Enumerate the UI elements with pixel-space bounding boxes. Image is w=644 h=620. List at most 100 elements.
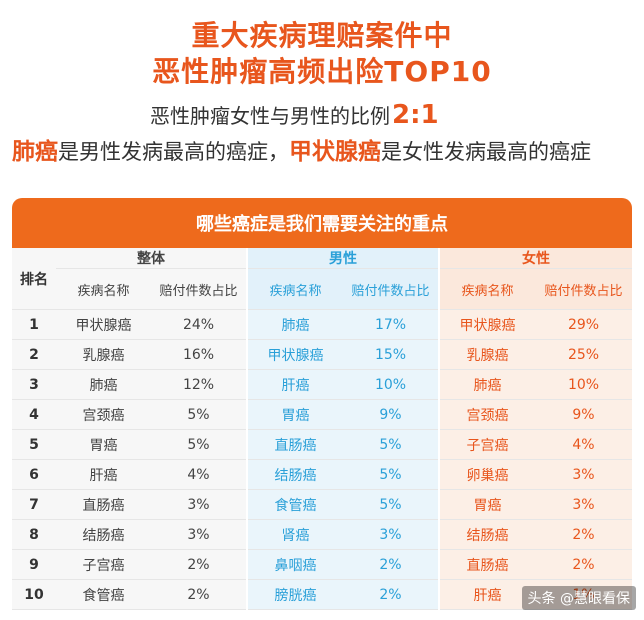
overall-share-cell: 24% bbox=[151, 309, 247, 340]
overall-share-cell: 3% bbox=[151, 489, 247, 520]
overall-disease-cell: 结肠癌 bbox=[56, 519, 151, 550]
subtitle-part-2: 是女性发病最高的癌症 bbox=[381, 140, 591, 164]
rank-cell: 7 bbox=[12, 489, 56, 520]
female-share-cell: 3% bbox=[535, 489, 632, 520]
overall-disease-cell: 肺癌 bbox=[56, 369, 151, 400]
cancer-ranking-table: 排名 整体 男性 女性 疾病名称 赔付件数占比 疾病名称 赔付件数占比 疾病名称… bbox=[12, 248, 632, 610]
header-female-share: 赔付件数占比 bbox=[535, 268, 632, 310]
male-share-cell: 5% bbox=[343, 489, 439, 520]
header-overall-disease: 疾病名称 bbox=[56, 268, 151, 310]
overall-share-cell: 5% bbox=[151, 429, 247, 460]
subtitle-line: 肺癌是男性发病最高的癌症，甲状腺癌是女性发病最高的癌症 bbox=[12, 132, 591, 166]
header-overall: 整体 bbox=[56, 248, 247, 269]
ranking-card: 哪些癌症是我们需要关注的重点 排名 整体 男性 女性 疾病名称 赔付件数占比 疾… bbox=[12, 198, 632, 610]
female-disease-cell: 肺癌 bbox=[438, 369, 535, 400]
female-share-cell: 1% bbox=[535, 579, 632, 610]
header-overall-share: 赔付件数占比 bbox=[151, 268, 247, 310]
table-row: 5 胃癌 5% 直肠癌 5% 子宫癌 4% bbox=[12, 429, 632, 460]
overall-share-cell: 16% bbox=[151, 339, 247, 370]
female-disease-cell: 卵巢癌 bbox=[438, 459, 535, 490]
ratio-value: 2:1 bbox=[392, 100, 439, 130]
male-disease-cell: 肾癌 bbox=[246, 519, 343, 550]
rank-cell: 4 bbox=[12, 399, 56, 430]
header-male: 男性 bbox=[246, 248, 439, 269]
male-share-cell: 2% bbox=[343, 579, 439, 610]
male-share-cell: 17% bbox=[343, 309, 439, 340]
ratio-line: 恶性肿瘤女性与男性的比例2:1 bbox=[150, 100, 439, 130]
rank-cell: 2 bbox=[12, 339, 56, 370]
male-share-cell: 5% bbox=[343, 459, 439, 490]
female-disease-cell: 胃癌 bbox=[438, 489, 535, 520]
table-row: 1 甲状腺癌 24% 肺癌 17% 甲状腺癌 29% bbox=[12, 309, 632, 340]
subtitle-part-1: 是男性发病最高的癌症， bbox=[58, 140, 289, 164]
watermark: 头条 @慧眼看保 bbox=[521, 586, 636, 610]
header-male-share: 赔付件数占比 bbox=[343, 268, 439, 310]
header-female: 女性 bbox=[438, 248, 632, 269]
table-header-group-row: 排名 整体 男性 女性 bbox=[12, 248, 632, 310]
rank-cell: 3 bbox=[12, 369, 56, 400]
rank-cell: 6 bbox=[12, 459, 56, 490]
rank-cell: 10 bbox=[12, 579, 56, 610]
table-body: 1 甲状腺癌 24% 肺癌 17% 甲状腺癌 29% 2 乳腺癌 16% 甲状腺癌 15% 乳腺癌 25%… bbox=[12, 309, 632, 610]
male-disease-cell: 胃癌 bbox=[246, 399, 343, 430]
overall-disease-cell: 乳腺癌 bbox=[56, 339, 151, 370]
overall-disease-cell: 宫颈癌 bbox=[56, 399, 151, 430]
male-disease-cell: 膀胱癌 bbox=[246, 579, 343, 610]
overall-share-cell: 5% bbox=[151, 399, 247, 430]
header-female-disease: 疾病名称 bbox=[438, 268, 535, 310]
female-share-cell: 2% bbox=[535, 519, 632, 550]
female-disease-cell: 直肠癌 bbox=[438, 549, 535, 580]
female-disease-cell: 甲状腺癌 bbox=[438, 309, 535, 340]
rank-cell: 8 bbox=[12, 519, 56, 550]
male-disease-cell: 食管癌 bbox=[246, 489, 343, 520]
table-row: 7 直肠癌 3% 食管癌 5% 胃癌 3% bbox=[12, 489, 632, 520]
overall-disease-cell: 甲状腺癌 bbox=[56, 309, 151, 340]
male-share-cell: 10% bbox=[343, 369, 439, 400]
rank-cell: 1 bbox=[12, 309, 56, 340]
male-disease-cell: 结肠癌 bbox=[246, 459, 343, 490]
female-disease-cell: 肝癌 bbox=[438, 579, 535, 610]
overall-share-cell: 4% bbox=[151, 459, 247, 490]
header-rank: 排名 bbox=[12, 248, 56, 310]
rank-cell: 5 bbox=[12, 429, 56, 460]
male-disease-cell: 肝癌 bbox=[246, 369, 343, 400]
overall-disease-cell: 食管癌 bbox=[56, 579, 151, 610]
title-line-1: 重大疾病理赔案件中 bbox=[191, 19, 453, 52]
overall-share-cell: 12% bbox=[151, 369, 247, 400]
overall-disease-cell: 子宫癌 bbox=[56, 549, 151, 580]
rank-cell: 9 bbox=[12, 549, 56, 580]
table-row: 3 肺癌 12% 肝癌 10% 肺癌 10% bbox=[12, 369, 632, 400]
female-disease-cell: 结肠癌 bbox=[438, 519, 535, 550]
overall-disease-cell: 肝癌 bbox=[56, 459, 151, 490]
overall-share-cell: 2% bbox=[151, 579, 247, 610]
table-row: 6 肝癌 4% 结肠癌 5% 卵巢癌 3% bbox=[12, 459, 632, 490]
male-disease-cell: 直肠癌 bbox=[246, 429, 343, 460]
male-share-cell: 2% bbox=[343, 549, 439, 580]
male-disease-cell: 鼻咽癌 bbox=[246, 549, 343, 580]
female-disease-cell: 子宫癌 bbox=[438, 429, 535, 460]
male-share-cell: 15% bbox=[343, 339, 439, 370]
overall-disease-cell: 胃癌 bbox=[56, 429, 151, 460]
female-share-cell: 4% bbox=[535, 429, 632, 460]
female-disease-cell: 乳腺癌 bbox=[438, 339, 535, 370]
female-share-cell: 10% bbox=[535, 369, 632, 400]
table-header-column-row: 疾病名称 赔付件数占比 疾病名称 赔付件数占比 疾病名称 赔付件数占比 bbox=[12, 268, 632, 310]
table-row: 4 宫颈癌 5% 胃癌 9% 宫颈癌 9% bbox=[12, 399, 632, 430]
male-share-cell: 5% bbox=[343, 429, 439, 460]
female-share-cell: 9% bbox=[535, 399, 632, 430]
female-share-cell: 3% bbox=[535, 459, 632, 490]
table-row: 8 结肠癌 3% 肾癌 3% 结肠癌 2% bbox=[12, 519, 632, 550]
title-line-2: 恶性肿瘤高频出险TOP10 bbox=[152, 55, 492, 88]
female-share-cell: 2% bbox=[535, 549, 632, 580]
overall-share-cell: 3% bbox=[151, 519, 247, 550]
female-share-cell: 29% bbox=[535, 309, 632, 340]
highlight-thyroid-cancer: 甲状腺癌 bbox=[289, 139, 381, 165]
female-disease-cell: 宫颈癌 bbox=[438, 399, 535, 430]
male-disease-cell: 甲状腺癌 bbox=[246, 339, 343, 370]
female-share-cell: 25% bbox=[535, 339, 632, 370]
male-disease-cell: 肺癌 bbox=[246, 309, 343, 340]
header-male-disease: 疾病名称 bbox=[246, 268, 343, 310]
table-row: 10 食管癌 2% 膀胱癌 2% 肝癌 1% bbox=[12, 579, 632, 610]
table-row: 2 乳腺癌 16% 甲状腺癌 15% 乳腺癌 25% bbox=[12, 339, 632, 370]
overall-share-cell: 2% bbox=[151, 549, 247, 580]
